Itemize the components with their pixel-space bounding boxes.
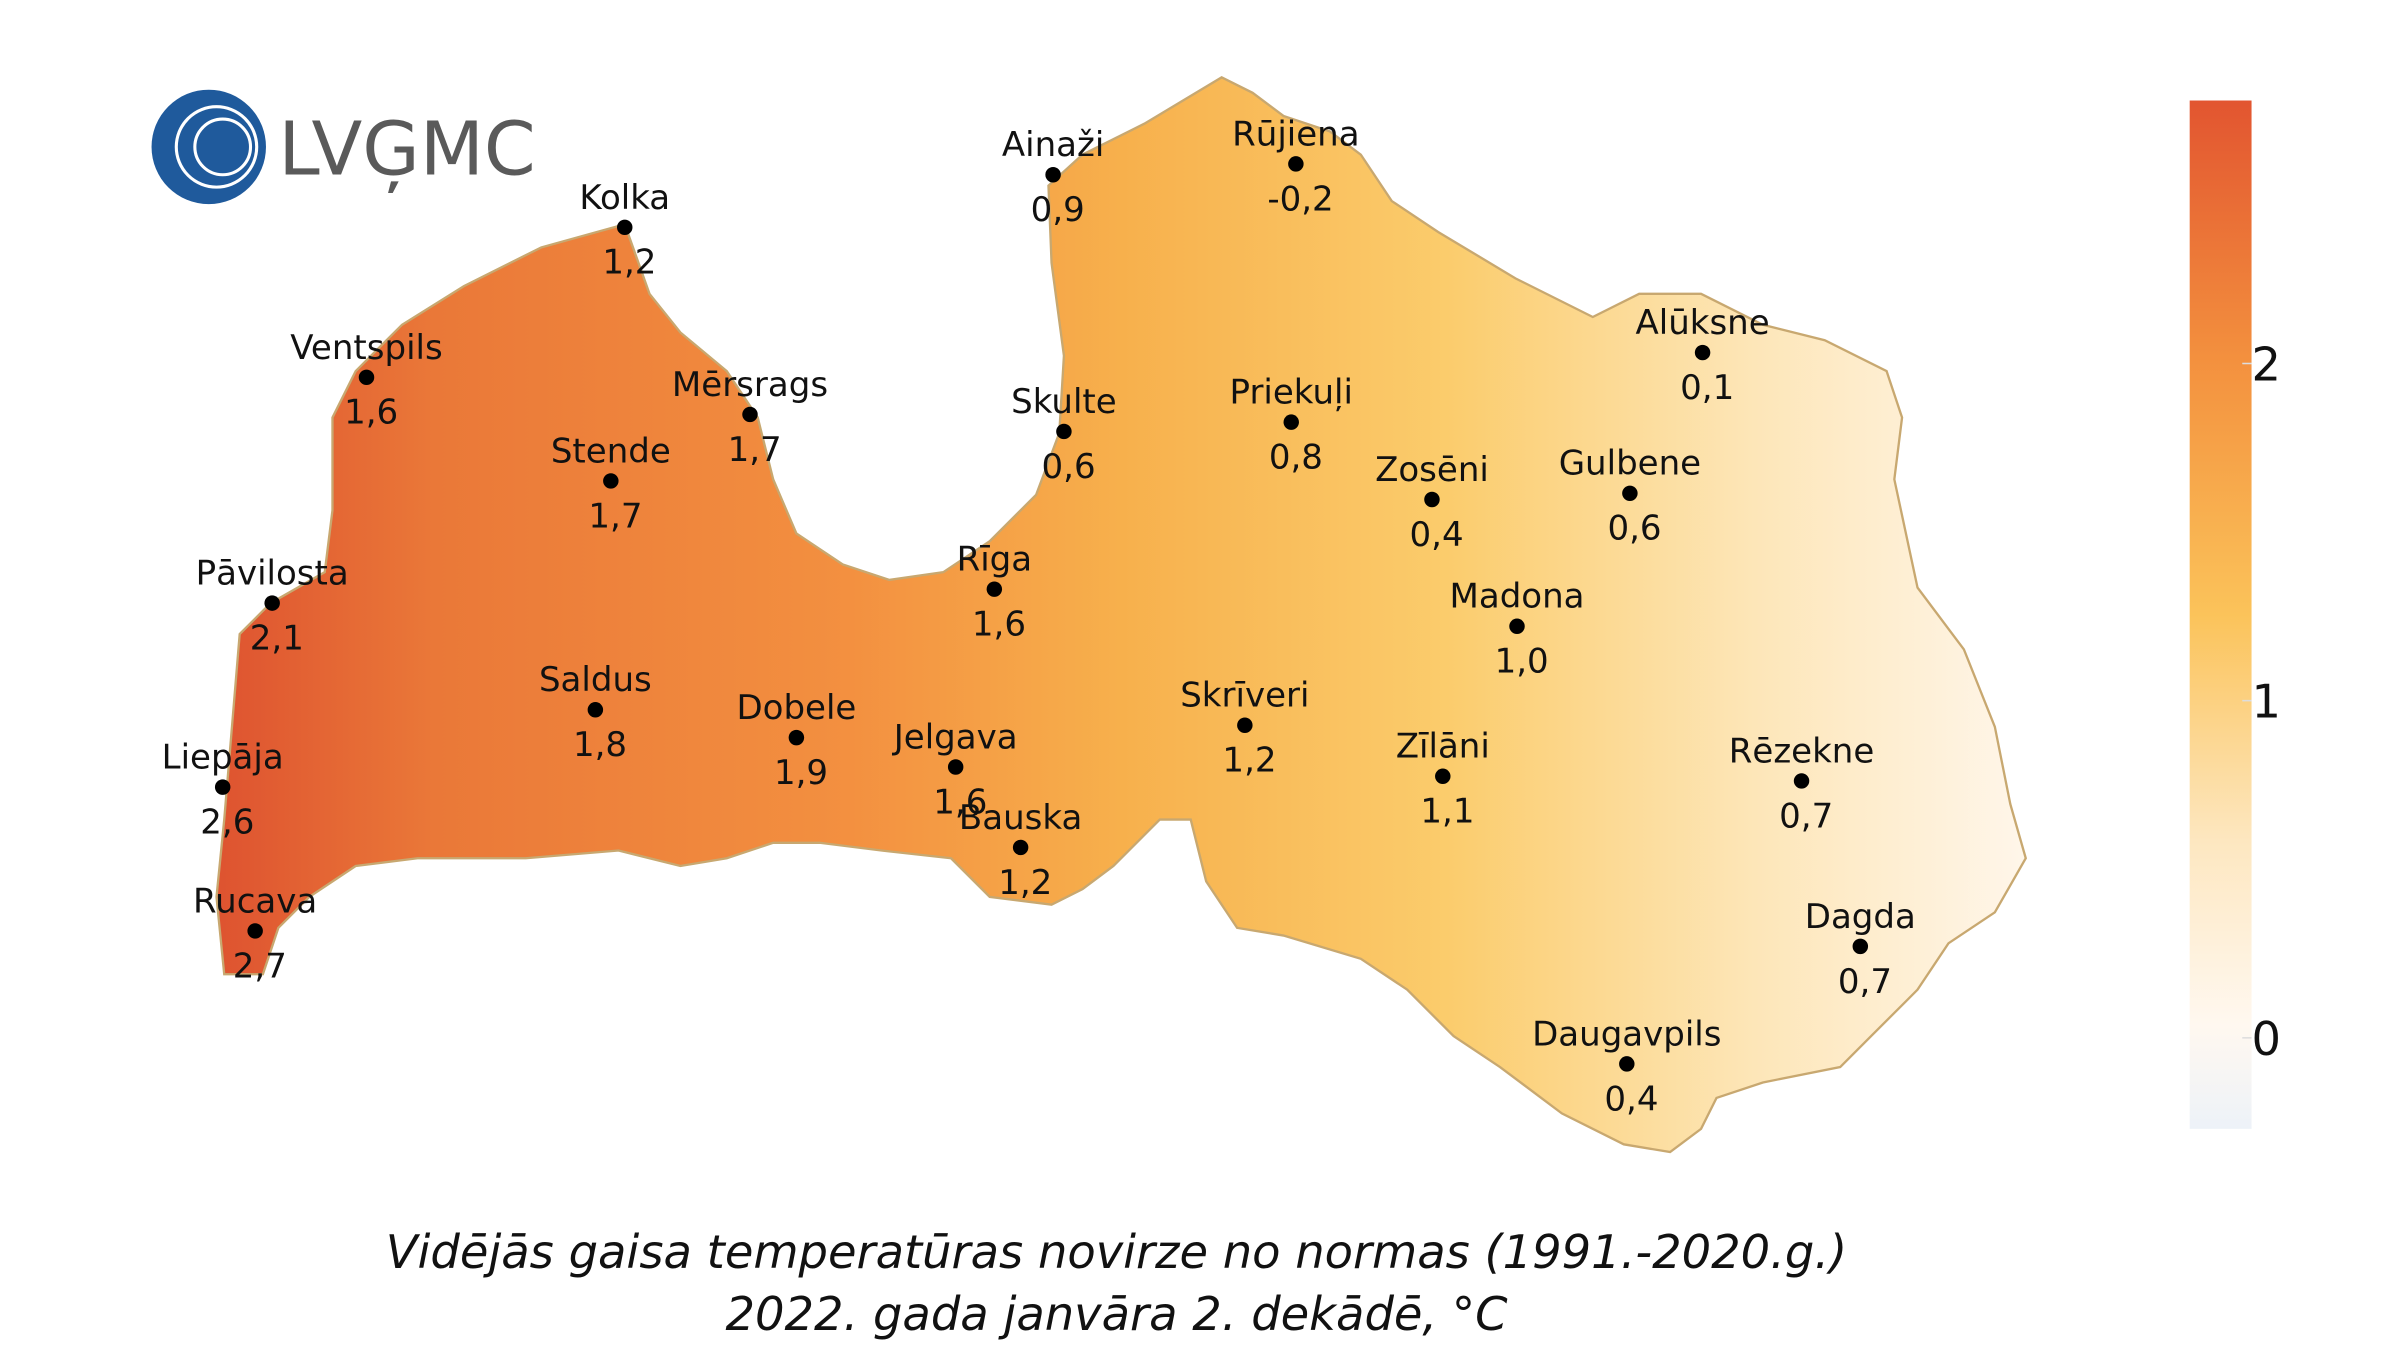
station-dot: [1424, 491, 1440, 508]
station-name: Skrīveri: [1180, 676, 1309, 716]
station-dot: [587, 702, 604, 718]
station-dot: [1852, 938, 1869, 955]
station-value: -0,2: [1267, 179, 1333, 219]
station-value: 0,8: [1269, 438, 1323, 478]
station-name: Kolka: [579, 178, 670, 218]
logo-text: LVĢMC: [278, 106, 535, 194]
logo-ring: [174, 105, 259, 189]
station-name: Alūksne: [1635, 303, 1769, 343]
station-value: 1,2: [998, 863, 1052, 903]
station-value: 0,6: [1042, 447, 1096, 487]
station-dot: [1619, 1056, 1635, 1072]
station-name: Zīlāni: [1396, 727, 1490, 767]
station-value: 0,7: [1838, 962, 1892, 1002]
station-value: 1,7: [728, 430, 782, 470]
station-name: Bauska: [959, 798, 1082, 838]
station-value: 2,6: [200, 803, 254, 843]
station-dot: [1237, 717, 1253, 733]
station-value: 0,4: [1604, 1079, 1658, 1119]
stations: Ainaži 0,9 Rūjiena -0,2 Kolka 1,2 Ventspils 1,6…: [162, 114, 1916, 1119]
station-dot: [214, 779, 231, 795]
station-value: 1,2: [602, 243, 656, 283]
station-name: Pāvilosta: [196, 554, 349, 594]
station-value: 0,6: [1607, 509, 1661, 549]
caption-line: Vidējās gaisa temperatūras novirze no no…: [386, 1225, 1847, 1279]
station-dot: [1694, 344, 1711, 361]
station-name: Ventspils: [290, 328, 442, 368]
station-value: 1,0: [1495, 642, 1549, 682]
station-dot: [947, 759, 964, 775]
station-value: 1,6: [972, 605, 1026, 645]
station-name: Mērsrags: [672, 365, 828, 405]
colorbar: [2189, 100, 2252, 1129]
station-value: 1,6: [344, 393, 398, 433]
station-dot: [1622, 485, 1638, 502]
station-value: 1,2: [1222, 741, 1276, 781]
station-name: Gulbene: [1559, 444, 1701, 484]
station-dot: [986, 581, 1003, 597]
logo-emblem: [151, 89, 266, 205]
logo: LVĢMC: [151, 89, 536, 205]
station-dot: [1793, 773, 1810, 789]
station-dot: [1056, 423, 1072, 440]
station-value: 0,4: [1410, 515, 1464, 555]
station-value: 1,6: [933, 782, 987, 822]
station-dot: [358, 369, 375, 386]
station-dot: [1283, 414, 1299, 430]
station-dot: [742, 406, 758, 423]
station-name: Saldus: [539, 660, 652, 700]
logo-ring: [193, 117, 253, 177]
latvia-territory: [215, 75, 2028, 1154]
station-name: Priekuļi: [1230, 373, 1353, 413]
station-value: 0,7: [1779, 796, 1833, 836]
station-dot: [1509, 618, 1525, 635]
station-value: 1,9: [774, 753, 828, 793]
station-value: 0,1: [1680, 368, 1734, 408]
station-dot: [1288, 156, 1304, 172]
station-name: Dagda: [1805, 897, 1916, 937]
station-name: Liepāja: [162, 738, 284, 778]
station-dot: [247, 923, 263, 939]
colorbar-tick-label: 1: [2252, 675, 2282, 729]
station-name: Stende: [551, 431, 671, 471]
station-name: Dobele: [736, 688, 856, 728]
station-value: 2,7: [233, 946, 287, 986]
station-dot: [264, 595, 280, 611]
station-dot: [617, 219, 633, 236]
station-name: Rēzekne: [1729, 731, 1875, 771]
station-name: Rīga: [957, 540, 1033, 580]
station-value: 1,7: [588, 496, 642, 536]
station-dot: [1045, 167, 1061, 183]
station-name: Rūjiena: [1232, 114, 1359, 154]
station-value: 1,8: [573, 725, 627, 765]
station-value: 0,9: [1031, 190, 1085, 230]
station-dot: [788, 729, 805, 746]
station-name: Zosēni: [1375, 450, 1489, 490]
colorbar-tick-label: 2: [2252, 338, 2282, 392]
station-name: Jelgava: [892, 717, 1018, 757]
station-name: Ainaži: [1002, 125, 1104, 165]
colorbar-tick-label: 0: [2252, 1012, 2282, 1066]
station-dot: [1435, 768, 1451, 785]
station-name: Madona: [1450, 577, 1585, 617]
station-name: Daugavpils: [1532, 1014, 1721, 1054]
station-dot: [1012, 839, 1029, 856]
station-name: Skulte: [1011, 382, 1117, 422]
station-value: 1,1: [1420, 792, 1474, 832]
station-value: 2,1: [250, 618, 304, 658]
caption-line: 2022. gada janvāra 2. dekādē, °C: [725, 1287, 1508, 1341]
station-dot: [603, 473, 619, 489]
station-name: Rucava: [193, 881, 317, 921]
